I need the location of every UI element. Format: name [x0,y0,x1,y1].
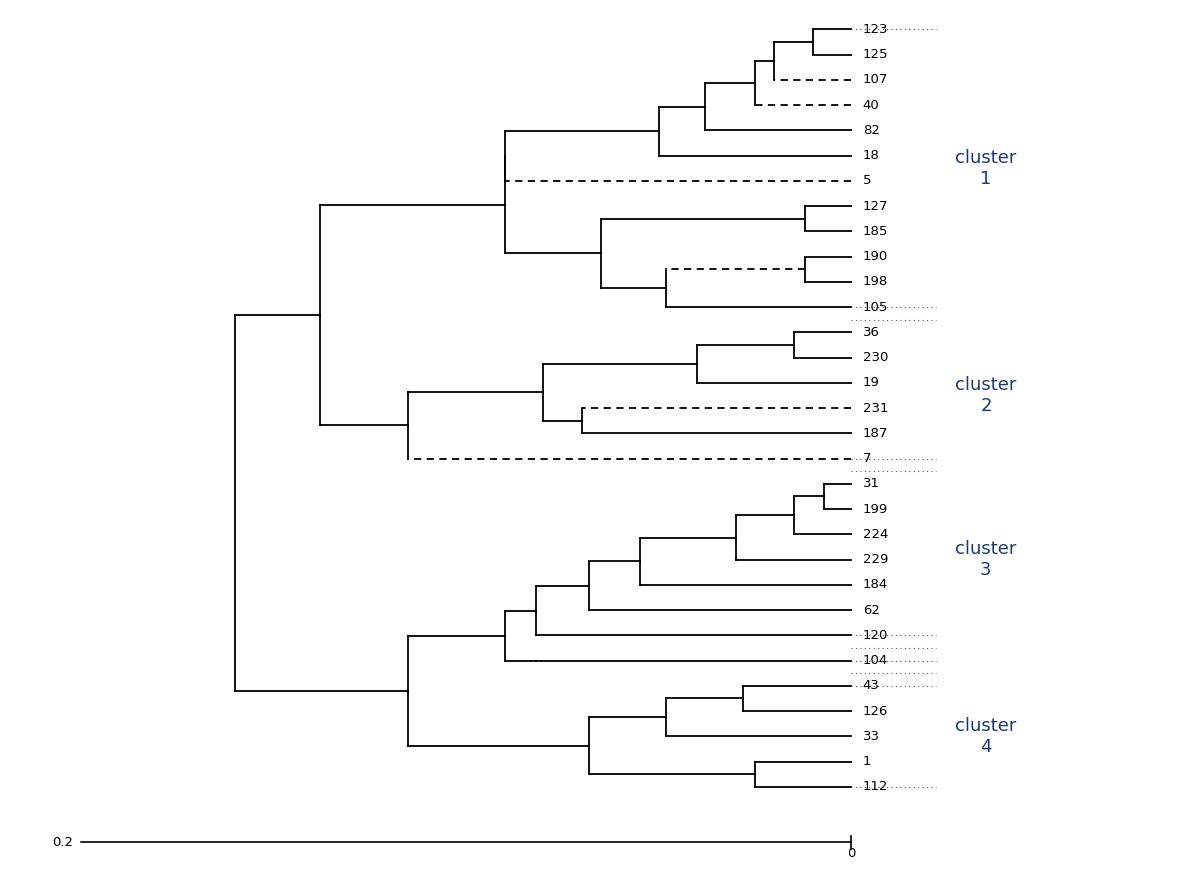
Text: cluster
2: cluster 2 [956,376,1017,415]
Text: 127: 127 [863,200,888,212]
Text: 1: 1 [863,756,871,768]
Text: 231: 231 [863,401,888,415]
Text: 125: 125 [863,48,888,62]
Text: 82: 82 [863,124,880,136]
Text: 184: 184 [863,578,888,591]
Text: 0.2: 0.2 [53,836,73,849]
Text: 0: 0 [847,847,856,860]
Text: 31: 31 [863,477,880,491]
Text: 7: 7 [863,452,871,465]
Text: cluster
1: cluster 1 [956,149,1017,187]
Text: cluster
3: cluster 3 [956,541,1017,579]
Text: 19: 19 [863,376,880,390]
Text: 229: 229 [863,553,888,566]
Text: 62: 62 [863,604,880,616]
Text: 36: 36 [863,326,880,339]
Text: 112: 112 [863,780,888,793]
Text: 190: 190 [863,250,888,263]
Text: 43: 43 [863,680,880,692]
Text: cluster
4: cluster 4 [956,717,1017,756]
Text: 199: 199 [863,502,888,516]
Text: 187: 187 [863,427,888,440]
Text: 104: 104 [863,654,888,667]
Text: 198: 198 [863,276,888,288]
Text: 33: 33 [863,730,880,743]
Text: 123: 123 [863,23,888,36]
Text: 224: 224 [863,528,888,541]
Text: 120: 120 [863,629,888,642]
Text: 18: 18 [863,149,880,162]
Text: 5: 5 [863,175,871,187]
Text: 185: 185 [863,225,888,238]
Text: 126: 126 [863,705,888,717]
Text: 105: 105 [863,301,888,314]
Text: 107: 107 [863,73,888,87]
Text: 40: 40 [863,99,880,112]
Text: 230: 230 [863,351,888,364]
